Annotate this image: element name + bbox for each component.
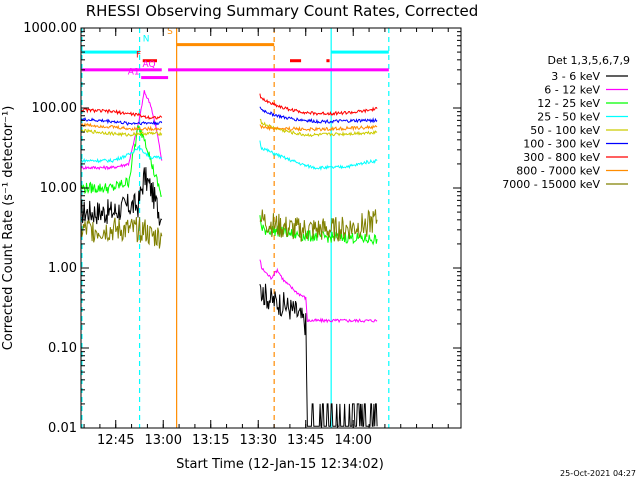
- y-tick-label: 1000.00: [23, 21, 77, 36]
- x-tick-label: 12:45: [97, 433, 134, 448]
- y-tick-label: 0.01: [48, 421, 77, 436]
- plot-frame: [80, 27, 462, 429]
- legend-entry: 800 - 7000 keV: [516, 165, 600, 178]
- flag-bar: [142, 59, 157, 63]
- x-tick-label: 13:15: [192, 433, 229, 448]
- y-axis: 1000.00 100.00 10.00 1.00 0.10 0.01: [23, 21, 461, 436]
- y-tick-label: 1.00: [48, 261, 77, 276]
- legend-entry: 50 - 100 keV: [530, 124, 600, 137]
- y-tick-label: 100.00: [32, 101, 78, 116]
- flag-bar: [168, 68, 389, 72]
- series-line: [259, 259, 378, 324]
- series-line: [81, 128, 163, 138]
- series-line: [259, 140, 378, 171]
- flag-label: A1: [128, 68, 140, 78]
- flag-label: AQ: [143, 60, 156, 70]
- x-axis-label: Start Time (12-Jan-15 12:34:02): [176, 457, 384, 472]
- timestamp: 25-Oct-2021 04:27: [560, 469, 636, 478]
- flag-bar: [331, 50, 389, 54]
- legend-entry: 3 - 6 keV: [551, 70, 600, 83]
- flag-bar: [176, 43, 275, 47]
- x-axis: 12:45 13:00 13:15 13:30 13:45 14:00: [83, 28, 449, 448]
- legend-title: Det 1,3,5,6,7,9: [547, 54, 630, 67]
- series-line: [81, 117, 163, 126]
- series-line: [81, 167, 163, 226]
- series-line: [259, 209, 378, 242]
- legend-entry: 25 - 50 keV: [537, 111, 600, 124]
- x-tick-label: 13:00: [145, 433, 182, 448]
- series-line: [259, 93, 378, 116]
- flag-label: S: [167, 27, 173, 37]
- y-axis-label: Corrected Count Rate (s⁻¹ detector⁻¹): [1, 106, 16, 351]
- legend-entry: 7000 - 15000 keV: [502, 178, 600, 191]
- series-line: [81, 108, 163, 120]
- flag-bar: [81, 50, 140, 54]
- y-tick-label: 0.10: [48, 341, 77, 356]
- series-line: [81, 122, 163, 132]
- series-line: [81, 217, 163, 249]
- flag-label: F: [136, 51, 141, 61]
- series-line: [259, 124, 378, 132]
- legend-entry: 100 - 300 keV: [523, 138, 600, 151]
- flag-label: N: [143, 34, 150, 44]
- series-line: [81, 146, 163, 164]
- legend-entry: 6 - 12 keV: [544, 84, 600, 97]
- series-line: [259, 283, 378, 427]
- series-line: [259, 106, 378, 125]
- flag-bar: [81, 68, 162, 72]
- flag-bar: [141, 76, 169, 80]
- series-group: [81, 90, 378, 427]
- flag-bar: [290, 59, 302, 63]
- series-line: [259, 118, 378, 138]
- x-tick-label: 13:45: [287, 433, 324, 448]
- x-tick-label: 13:30: [240, 433, 277, 448]
- legend-entry: 12 - 25 keV: [537, 97, 600, 110]
- y-tick-label: 10.00: [40, 181, 77, 196]
- flag-bar: [326, 59, 330, 63]
- x-tick-label: 14:00: [335, 433, 372, 448]
- series-line: [81, 90, 163, 171]
- chart-title: RHESSI Observing Summary Count Rates, Co…: [86, 2, 479, 20]
- legend-entry: 300 - 800 keV: [523, 151, 600, 164]
